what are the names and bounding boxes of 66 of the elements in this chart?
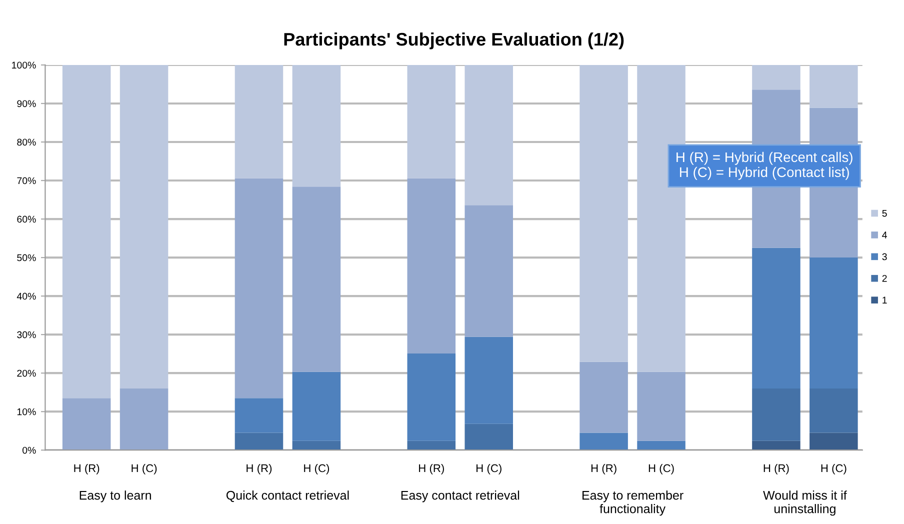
x-tick-label: H (R) bbox=[74, 464, 100, 474]
annotation: H (R) = Hybrid (Recent calls) H (C) = Hybrid (Contact list) bbox=[676, 152, 852, 180]
bar bbox=[292, 372, 341, 441]
text: Would miss it if uninstalling bbox=[763, 490, 847, 516]
y-tick-label: 10% bbox=[17, 408, 36, 416]
y-tick-label: 70% bbox=[17, 177, 36, 184]
y-tick-label: 30% bbox=[17, 331, 36, 338]
bar bbox=[810, 258, 858, 388]
x-tick-label: H (R) bbox=[591, 464, 616, 474]
bar bbox=[120, 388, 168, 450]
legend-label: 1 bbox=[882, 296, 887, 304]
text: Easy contact retrieval bbox=[401, 490, 520, 502]
y-tick-label: 0% bbox=[22, 446, 36, 454]
x-tick-label: H (R) bbox=[246, 464, 272, 474]
bar bbox=[120, 64, 168, 388]
y-tick-label: 60% bbox=[17, 216, 36, 223]
y-tick-label: 80% bbox=[17, 138, 36, 146]
x-tick-label: H (C) bbox=[132, 464, 157, 474]
chart-title: Participants' Subjective Evaluation (1/2) bbox=[284, 32, 624, 50]
legend-label: 5 bbox=[882, 210, 887, 217]
y-tick-label: 40% bbox=[16, 292, 36, 300]
bar bbox=[752, 248, 800, 388]
bar bbox=[810, 388, 858, 433]
bar bbox=[234, 64, 284, 178]
y-tick-label: 90% bbox=[17, 100, 36, 108]
bar bbox=[464, 336, 513, 424]
bar bbox=[407, 178, 456, 354]
bar bbox=[752, 440, 800, 450]
bar bbox=[637, 372, 686, 441]
x-tick-label: H (C) bbox=[304, 464, 330, 474]
y-tick-label: 20% bbox=[17, 370, 36, 377]
legend-label: 3 bbox=[882, 253, 887, 260]
bar bbox=[580, 64, 628, 362]
bar bbox=[637, 440, 686, 450]
bar bbox=[752, 388, 800, 441]
x-tick-label: H (C) bbox=[821, 464, 846, 474]
bar bbox=[580, 362, 628, 433]
x-tick-label: H (C) bbox=[648, 464, 674, 474]
bar bbox=[752, 64, 800, 90]
bar bbox=[464, 64, 513, 206]
bar bbox=[292, 440, 341, 450]
bar bbox=[464, 424, 513, 450]
y-tick-label: 100% bbox=[12, 62, 36, 69]
text: Quick contact retrieval bbox=[226, 490, 349, 502]
bar bbox=[407, 64, 456, 178]
bar bbox=[580, 432, 628, 450]
bar bbox=[234, 398, 284, 433]
y-tick-label: 50% bbox=[17, 254, 36, 262]
legend-label: 2 bbox=[882, 274, 887, 282]
bar bbox=[62, 398, 111, 450]
bar bbox=[810, 432, 858, 450]
bar bbox=[407, 440, 456, 450]
bar bbox=[234, 432, 284, 450]
text: Easy to learn bbox=[80, 490, 151, 502]
bar bbox=[234, 178, 284, 398]
x-tick-label: H (C) bbox=[476, 464, 502, 474]
text: Easy to remember functionality bbox=[582, 490, 684, 516]
bar bbox=[464, 205, 513, 337]
bar bbox=[810, 64, 858, 108]
legend-label: 4 bbox=[882, 232, 887, 238]
bar bbox=[407, 353, 456, 441]
bar bbox=[292, 64, 341, 187]
x-tick-label: H (R) bbox=[419, 464, 444, 474]
bar bbox=[62, 64, 111, 398]
x-tick-label: H (R) bbox=[764, 464, 789, 474]
bar bbox=[292, 186, 341, 372]
